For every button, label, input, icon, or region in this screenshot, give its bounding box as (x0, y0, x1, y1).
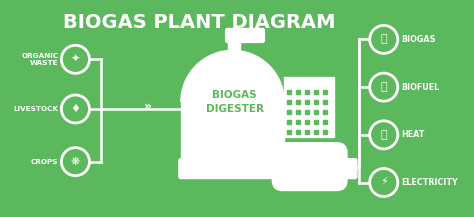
Circle shape (370, 169, 398, 197)
Text: LIVESTOCK: LIVESTOCK (13, 106, 58, 112)
FancyBboxPatch shape (284, 77, 334, 137)
Text: CROPS: CROPS (31, 159, 58, 165)
Circle shape (370, 121, 398, 149)
Text: BIOFUEL: BIOFUEL (401, 83, 439, 92)
Text: BIOGAS: BIOGAS (401, 35, 435, 44)
FancyBboxPatch shape (284, 161, 309, 173)
FancyBboxPatch shape (179, 159, 357, 179)
Circle shape (62, 45, 90, 73)
FancyBboxPatch shape (228, 33, 239, 50)
Text: BIOGAS PLANT DIAGRAM: BIOGAS PLANT DIAGRAM (64, 13, 336, 32)
Text: »: » (345, 156, 353, 169)
Text: BIOGAS
DIGESTER: BIOGAS DIGESTER (206, 90, 264, 114)
Wedge shape (181, 50, 284, 102)
Text: ✦: ✦ (71, 54, 80, 64)
Text: ELECTRICITY: ELECTRICITY (401, 178, 457, 187)
Text: ⛽: ⛽ (381, 82, 387, 92)
Text: ❋: ❋ (71, 157, 80, 167)
Text: 🌡: 🌡 (381, 130, 387, 140)
Text: »: » (246, 28, 253, 38)
Circle shape (370, 73, 398, 101)
Circle shape (370, 25, 398, 53)
Circle shape (62, 148, 90, 176)
Text: ORGANIC
WASTE: ORGANIC WASTE (21, 53, 58, 66)
Text: ♦: ♦ (71, 104, 81, 114)
FancyBboxPatch shape (226, 28, 264, 43)
Circle shape (62, 95, 90, 123)
FancyBboxPatch shape (273, 143, 347, 191)
Text: 🔥: 🔥 (381, 35, 387, 44)
Text: ⚡: ⚡ (380, 178, 388, 187)
FancyBboxPatch shape (181, 102, 284, 157)
Text: HEAT: HEAT (401, 130, 424, 139)
Text: »: » (144, 100, 152, 113)
